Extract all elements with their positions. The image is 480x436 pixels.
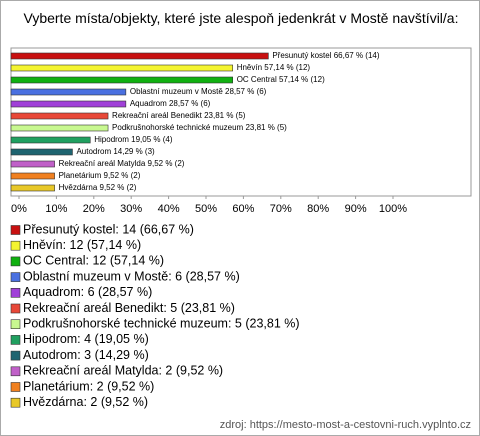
legend-label: Autodrom: 3 (14,29 %) [23, 348, 149, 362]
value-label: OC Central 57,14 % (12) [237, 75, 325, 84]
legend-swatch [10, 335, 21, 345]
legend-swatch [10, 319, 21, 330]
x-tick-label: 100% [379, 203, 407, 215]
bar [10, 160, 55, 168]
x-tick-label: 0% [11, 203, 27, 215]
value-label: Hvězdárna 9,52 % (2) [59, 183, 137, 192]
legend-label: Přesunutý kostel: 14 (66,67 %) [23, 222, 194, 236]
x-tick-label: 10% [45, 203, 67, 215]
legend-label: Rekreační areál Benedikt: 5 (23,81 %) [23, 301, 235, 315]
legend-swatch [10, 272, 21, 282]
legend-swatch [10, 287, 21, 298]
legend-label: OC Central: 12 (57,14 %) [23, 254, 164, 268]
bar [10, 136, 91, 144]
value-label: Rekreační areál Benedikt 23,81 % (5) [112, 111, 246, 120]
legend-label: Podkrušnohorské technické muzeum: 5 (23,… [23, 316, 300, 330]
legend-label: Hvězdárna: 2 (9,52 %) [23, 395, 148, 409]
plot-frame [10, 47, 472, 197]
x-tick-label: 80% [307, 203, 329, 215]
value-label: Rekreační areál Matylda 9,52 % (2) [59, 159, 185, 168]
x-tick-label: 70% [270, 203, 292, 215]
value-label: Hněvín 57,14 % (12) [237, 63, 311, 72]
legend-swatch [10, 303, 21, 314]
value-label: Planetárium 9,52 % (2) [59, 171, 141, 180]
x-tick-label: 40% [158, 203, 180, 215]
legend-label: Hipodrom: 4 (19,05 %) [23, 332, 149, 346]
value-label: Přesunutý kostel 66,67 % (14) [272, 51, 380, 60]
legend-swatch [10, 350, 21, 361]
legend-label: Hněvín: 12 (57,14 %) [23, 238, 141, 252]
bar [10, 112, 109, 120]
x-tick-label: 20% [83, 203, 105, 215]
legend-label: Rekreační areál Matylda: 2 (9,52 %) [23, 364, 223, 378]
x-tick-label: 30% [120, 203, 142, 215]
bar [10, 52, 269, 60]
legend-swatch [10, 366, 21, 377]
bar [10, 124, 109, 132]
value-label: Oblastní muzeum v Mostě 28,57 % (6) [130, 87, 267, 96]
value-label: Podkrušnohorské technické muzeum 23,81 %… [112, 123, 287, 132]
chart-title: Vyberte místa/objekty, které jste alespo… [23, 10, 459, 26]
legend-label: Oblastní muzeum v Mostě: 6 (28,57 %) [23, 269, 240, 283]
bar [10, 64, 234, 72]
value-label: Autodrom 14,29 % (3) [76, 147, 155, 156]
legend-swatch [10, 240, 21, 251]
bar [10, 172, 55, 180]
x-tick-label: 90% [345, 203, 367, 215]
legend-swatch [10, 397, 21, 408]
legend-swatch [10, 256, 21, 267]
x-tick-label: 50% [195, 203, 217, 215]
bar [10, 88, 127, 96]
legend-swatch [10, 382, 21, 392]
bar [10, 184, 55, 192]
legend-swatch [10, 225, 21, 235]
bar [10, 76, 234, 84]
legend-label: Planetárium: 2 (9,52 %) [23, 379, 154, 393]
x-tick-label: 60% [232, 203, 254, 215]
bar [10, 100, 127, 108]
legend-label: Aquadrom: 6 (28,57 %) [23, 285, 152, 299]
value-label: Aquadrom 28,57 % (6) [130, 99, 211, 108]
value-label: Hipodrom 19,05 % (4) [94, 135, 173, 144]
bar [10, 148, 73, 156]
source: zdroj: https://mesto-most-a-cestovni-ruc… [220, 419, 471, 431]
